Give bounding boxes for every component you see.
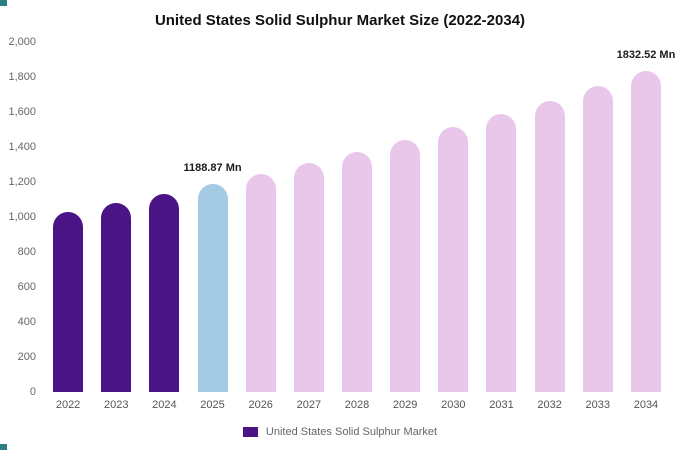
bar-2022[interactable] <box>53 211 84 392</box>
x-axis-label: 2031 <box>489 399 514 411</box>
bar-column <box>574 42 622 392</box>
x-axis-label: 2032 <box>537 399 562 411</box>
x-axis-labels: 2022 2023 2024 2025 2026 2027 2028 2029 2030 2031… <box>44 399 670 411</box>
corner-artifact <box>0 444 7 450</box>
legend-swatch <box>242 427 258 437</box>
y-axis-tick-label: 2,000 <box>8 36 36 48</box>
bar-column <box>92 42 140 392</box>
x-axis-label: 2026 <box>248 399 273 411</box>
bar-column <box>44 42 92 392</box>
bar-column <box>477 42 525 392</box>
x-axis-label: 2033 <box>585 399 611 411</box>
bars: 1188.87 Mn 1832.52 Mn <box>44 42 675 392</box>
legend[interactable]: United States Solid Sulphur Market <box>0 426 680 438</box>
y-axis-tick-label: 1,800 <box>8 71 36 83</box>
bar-column <box>381 42 429 392</box>
bar-2028[interactable] <box>342 151 373 392</box>
x-axis-label: 2028 <box>344 399 370 411</box>
x-axis-label: 2029 <box>392 399 418 411</box>
bar-value-label: 1188.87 Mn <box>183 161 242 174</box>
x-axis-label: 2030 <box>441 399 466 411</box>
bar-column <box>237 42 285 392</box>
bar-2032[interactable] <box>534 100 565 392</box>
bar-2023[interactable] <box>101 203 132 392</box>
y-axis-tick-label: 600 <box>17 281 36 293</box>
x-axis-label: 2022 <box>55 399 81 411</box>
bar-2030[interactable] <box>438 127 469 392</box>
y-axis-tick-label: 1,200 <box>8 176 36 188</box>
bar-value-label: 1832.52 Mn <box>616 49 676 62</box>
bar-2033[interactable] <box>582 86 613 392</box>
x-axis-label: 2034 <box>633 399 659 411</box>
chart-title: United States Solid Sulphur Market Size … <box>154 12 526 29</box>
y-axis-tick-label: 1,400 <box>8 141 36 153</box>
bar-column: 1832.52 Mn <box>617 42 675 392</box>
corner-artifact <box>0 0 7 6</box>
bar-2034[interactable] <box>630 71 661 392</box>
y-axis-labels: 0 200 400 600 800 1,000 1,200 1,400 1,600 1,800 2,… <box>0 36 38 398</box>
y-axis-tick-label: 1,600 <box>8 106 36 118</box>
bar-2025[interactable] <box>197 183 228 392</box>
bar-column <box>333 42 381 392</box>
bar-2031[interactable] <box>486 114 517 392</box>
y-axis-tick-label: 800 <box>17 246 36 258</box>
y-axis-tick-label: 0 <box>29 386 36 398</box>
x-axis-label: 2027 <box>296 399 322 411</box>
bar-column: 1188.87 Mn <box>184 42 242 392</box>
x-axis-label: 2024 <box>152 399 177 411</box>
legend-label: United States Solid Sulphur Market <box>265 426 438 438</box>
bar-column <box>429 42 477 392</box>
bar-2024[interactable] <box>149 193 180 392</box>
bar-2029[interactable] <box>390 139 421 392</box>
y-axis-tick-label: 400 <box>17 316 36 328</box>
bar-2027[interactable] <box>293 163 324 392</box>
bar-2026[interactable] <box>245 173 276 392</box>
x-axis-label: 2023 <box>103 399 129 411</box>
bar-column <box>526 42 574 392</box>
y-axis-tick-label: 1,000 <box>8 211 36 223</box>
bar-column <box>285 42 333 392</box>
x-axis-label: 2025 <box>200 399 225 411</box>
y-axis-tick-label: 200 <box>17 351 36 363</box>
bar-column <box>140 42 188 392</box>
plot-area: 1188.87 Mn 1832.52 Mn <box>44 42 675 392</box>
